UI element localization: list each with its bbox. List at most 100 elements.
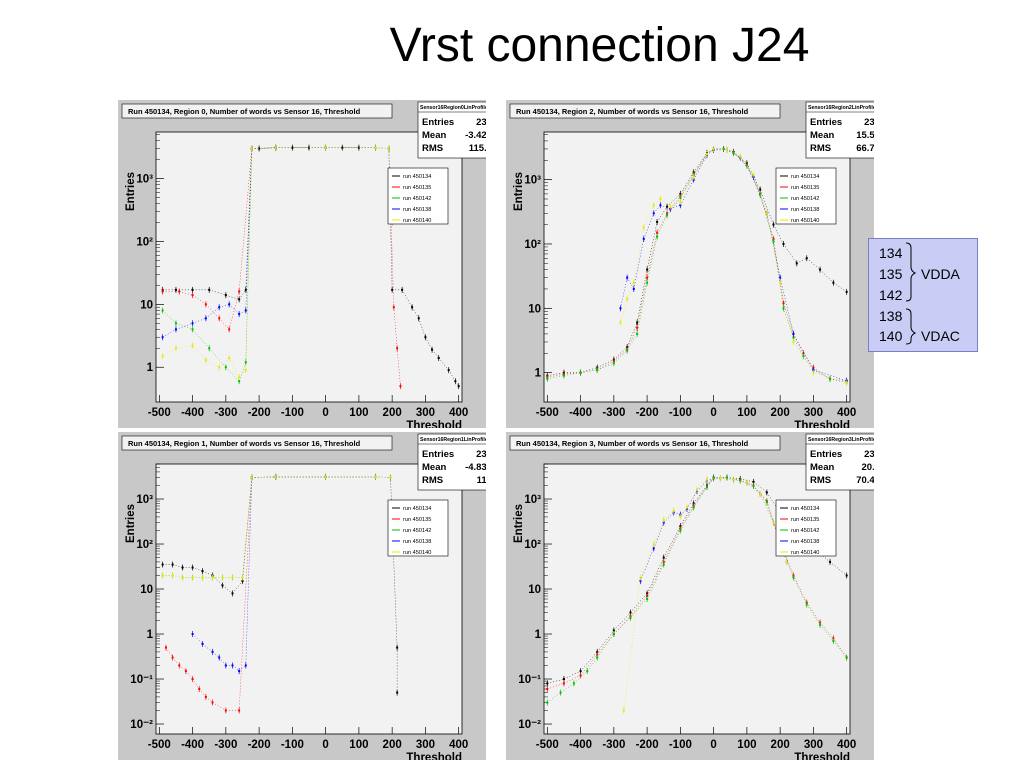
x-tick-label: -400 [181, 407, 204, 419]
series-trace [245, 148, 253, 371]
x-tick-label: 400 [449, 407, 468, 419]
run-label: 140 [879, 328, 903, 344]
chart-panel-region-0: Run 450134, Region 0, Number of words vs… [118, 100, 486, 428]
series-trace [396, 348, 401, 387]
x-tick-label: -200 [248, 739, 271, 751]
chart-panel-region-1: Run 450134, Region 1, Number of words vs… [118, 432, 486, 760]
series-trace [813, 367, 831, 380]
stats-value: 232 [864, 449, 874, 460]
data-point [642, 237, 645, 240]
y-tick-label: 10² [524, 539, 541, 551]
brace-vdda [905, 242, 917, 302]
series-trace [613, 617, 631, 635]
stats-value: 115.7 [469, 143, 486, 154]
data-point [204, 303, 207, 306]
x-tick-label: -400 [181, 739, 204, 751]
series-trace [192, 678, 200, 690]
x-tick-label: 100 [737, 407, 756, 419]
series-trace [796, 258, 807, 264]
data-point [204, 695, 207, 698]
title-box [509, 435, 781, 451]
data-point [218, 306, 221, 309]
series-trace [209, 348, 227, 368]
series-trace [202, 570, 213, 576]
series-trace [753, 485, 768, 502]
data-point [782, 302, 785, 305]
series-trace [746, 163, 761, 190]
data-point [596, 653, 599, 656]
stats-value: 117 [477, 475, 486, 486]
series-trace [375, 147, 389, 149]
data-point [752, 173, 755, 176]
series-trace [646, 561, 664, 597]
series-trace [646, 236, 658, 283]
data-point [626, 276, 629, 279]
series-trace [766, 213, 781, 278]
stats-box: Sensor16Region1LinProfile Entries 232 Mean -… [417, 433, 486, 491]
legend: run 450134 run 450135 run 450142 run 450138… [775, 499, 837, 557]
series-trace [573, 670, 588, 684]
stats-name: Sensor16Region1LinProfile [420, 437, 486, 443]
chart-region-1: Run 450134, Region 1, Number of words vs… [118, 432, 486, 760]
series-trace [225, 367, 240, 382]
title-box [121, 103, 393, 119]
series-trace [819, 622, 834, 639]
legend-label: run 450140 [403, 550, 431, 556]
y-axis-label: Entries [513, 172, 525, 211]
stats-box: Sensor16Region2LinProfile Entries 232 Mean 1… [805, 101, 874, 159]
series-trace [740, 156, 754, 175]
data-point [241, 580, 244, 583]
series-trace [162, 310, 177, 324]
data-point [845, 656, 848, 659]
series-trace [613, 612, 631, 631]
series-trace [388, 148, 395, 308]
series-trace [819, 624, 834, 642]
data-point [719, 477, 722, 480]
y-tick-label: 1 [147, 362, 154, 374]
stats-label: RMS [422, 475, 443, 486]
series-trace [793, 333, 814, 371]
legend: run 450134 run 450135 run 450142 run 450138… [387, 167, 449, 225]
stats-frame [805, 101, 874, 159]
legend: run 450134 run 450135 run 450142 run 450138… [775, 167, 837, 225]
series-trace [212, 702, 226, 711]
y-tick-label: 10² [524, 239, 541, 251]
data-point [191, 678, 194, 681]
series-run-450142 [546, 474, 848, 706]
series-trace [238, 362, 247, 382]
series-trace [819, 269, 834, 283]
series-trace [656, 206, 668, 223]
data-point [546, 701, 549, 704]
x-tick-label: -400 [569, 407, 592, 419]
y-tick-label: 10² [136, 539, 153, 551]
series-trace [733, 479, 747, 483]
series-trace [759, 193, 774, 239]
y-axis-label: Entries [125, 172, 137, 211]
stats-value: 70.42 [856, 475, 874, 486]
series-trace [663, 510, 674, 520]
data-point [639, 580, 642, 583]
series-trace [793, 575, 807, 603]
stats-value: 232 [476, 449, 486, 460]
data-point [431, 348, 434, 351]
series-trace [656, 215, 668, 237]
run-label: 138 [879, 308, 903, 324]
series-trace [680, 172, 694, 195]
series-trace [693, 486, 708, 508]
data-point [829, 377, 832, 380]
data-point [250, 476, 253, 479]
data-point [642, 226, 645, 229]
series-trace [680, 503, 694, 527]
data-point [696, 488, 698, 491]
series-trace [626, 277, 635, 290]
series-trace [646, 564, 664, 600]
series-trace [646, 221, 658, 270]
y-tick-label: 10³ [524, 175, 541, 187]
series-trace [251, 147, 276, 149]
data-point [669, 205, 672, 208]
series-trace [779, 282, 794, 343]
series-trace [686, 490, 698, 510]
run-group-annotation: 134 135 142 138 140 VDDA VDAC [868, 238, 978, 352]
series-trace [448, 369, 456, 382]
data-point [174, 347, 177, 350]
